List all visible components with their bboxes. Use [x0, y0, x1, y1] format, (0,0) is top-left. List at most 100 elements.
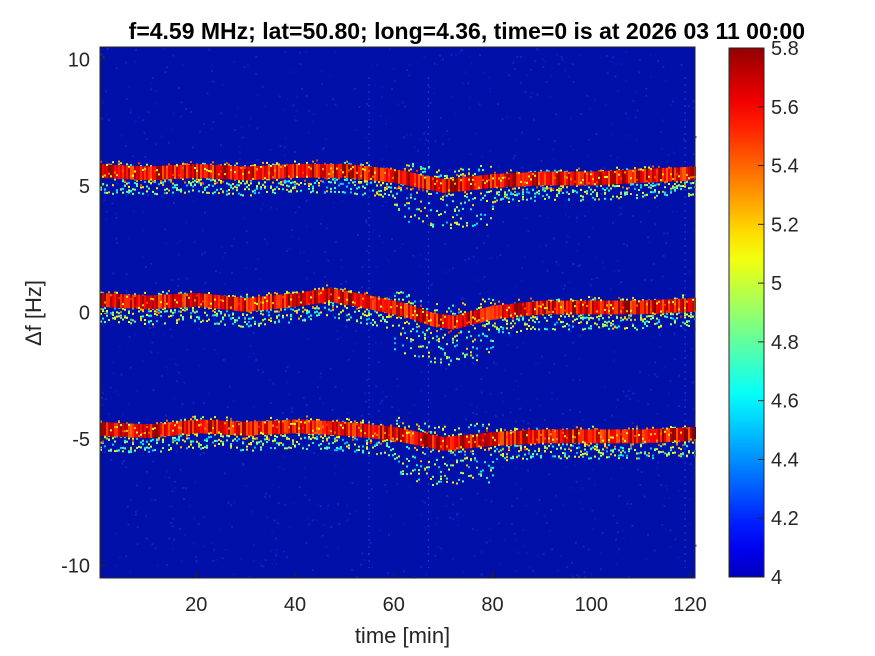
noise-speckle	[334, 472, 337, 475]
noise-speckle	[480, 573, 483, 576]
noise-speckle	[379, 402, 382, 405]
trace-pixel	[364, 192, 366, 195]
noise-speckle	[506, 244, 509, 247]
noise-speckle	[502, 466, 505, 469]
trace-pixel	[576, 169, 578, 172]
trace-core	[496, 173, 498, 188]
trace-pixel	[356, 319, 358, 322]
trace-core	[690, 166, 692, 181]
trace-pixel	[414, 310, 416, 313]
noise-speckle	[625, 134, 628, 137]
noise-speckle	[106, 48, 109, 51]
trace-pixel	[340, 169, 342, 171]
trace-core	[576, 300, 578, 315]
trace-core	[186, 293, 188, 308]
noise-speckle	[669, 379, 672, 382]
trace-pixel	[620, 193, 622, 195]
trace-pixel	[146, 163, 148, 166]
trace-pixel	[260, 166, 262, 168]
trace-pixel	[160, 181, 162, 184]
trace-pixel	[244, 321, 246, 323]
trace-pixel	[498, 300, 500, 303]
noise-speckle	[324, 251, 327, 254]
trace-pixel	[574, 180, 576, 183]
trace-core	[508, 304, 510, 318]
noise-speckle	[576, 220, 578, 223]
trace-pixel	[400, 332, 402, 335]
trace-pixel	[602, 187, 604, 190]
trace-core	[466, 176, 468, 191]
trace-core	[408, 304, 410, 319]
trace-pixel	[616, 185, 618, 187]
noise-speckle	[317, 435, 320, 438]
trace-pixel	[484, 213, 486, 216]
trace-pixel	[314, 182, 316, 184]
trace-core	[640, 300, 642, 315]
trace-core	[488, 306, 490, 321]
trace-core	[692, 298, 694, 312]
trace-pixel	[126, 182, 128, 185]
trace-core	[524, 172, 526, 187]
trace-pixel	[254, 189, 256, 192]
trace-core	[196, 292, 198, 307]
noise-speckle	[578, 575, 581, 578]
trace-core	[132, 165, 134, 180]
trace-core	[504, 304, 506, 319]
noise-speckle	[166, 564, 168, 566]
noise-speckle	[489, 392, 492, 395]
trace-pixel	[258, 191, 260, 194]
noise-speckle	[509, 334, 511, 337]
trace-pixel	[550, 315, 552, 318]
noise-speckle	[618, 213, 621, 216]
trace-pixel	[122, 180, 124, 183]
trace-core	[446, 314, 448, 329]
noise-speckle	[684, 465, 686, 468]
trace-pixel	[274, 188, 276, 191]
trace-pixel	[690, 193, 692, 196]
trace-pixel	[470, 208, 472, 211]
trace-pixel	[276, 316, 278, 319]
noise-speckle	[645, 182, 648, 185]
noise-speckle	[321, 534, 324, 537]
noise-speckle	[543, 60, 546, 63]
noise-speckle	[222, 256, 225, 259]
spectrogram-plot[interactable]	[99, 46, 697, 579]
trace-core	[272, 165, 274, 179]
noise-speckle	[692, 106, 695, 109]
trace-core	[450, 315, 452, 330]
noise-speckle	[520, 267, 523, 270]
trace-pixel	[618, 197, 620, 200]
trace-pixel	[502, 331, 504, 334]
trace-pixel	[182, 299, 184, 302]
trace-pixel	[412, 302, 414, 305]
trace-core	[252, 166, 254, 181]
trace-pixel	[166, 166, 168, 169]
trace-core	[676, 298, 678, 313]
noise-speckle	[544, 244, 547, 247]
noise-speckle	[118, 345, 121, 348]
trace-pixel	[280, 166, 282, 168]
noise-speckle	[293, 115, 296, 118]
trace-pixel	[158, 173, 160, 176]
trace-pixel	[342, 171, 344, 174]
noise-speckle	[294, 119, 297, 122]
noise-speckle	[599, 327, 602, 329]
trace-pixel	[264, 186, 266, 189]
trace-core	[372, 296, 374, 310]
trace-core	[578, 300, 580, 315]
trace-pixel	[658, 190, 660, 193]
noise-speckle	[588, 235, 590, 238]
trace-pixel	[144, 291, 146, 294]
noise-speckle	[319, 222, 322, 225]
noise-speckle	[171, 525, 174, 528]
noise-speckle	[259, 278, 262, 281]
noise-speckle	[242, 217, 245, 220]
noise-speckle	[373, 84, 376, 87]
trace-pixel	[262, 319, 264, 322]
noise-speckle	[403, 105, 406, 108]
trace-pixel	[388, 315, 390, 318]
trace-pixel	[290, 189, 292, 192]
trace-core	[472, 176, 474, 191]
noise-speckle	[495, 194, 498, 197]
trace-core	[324, 163, 326, 178]
